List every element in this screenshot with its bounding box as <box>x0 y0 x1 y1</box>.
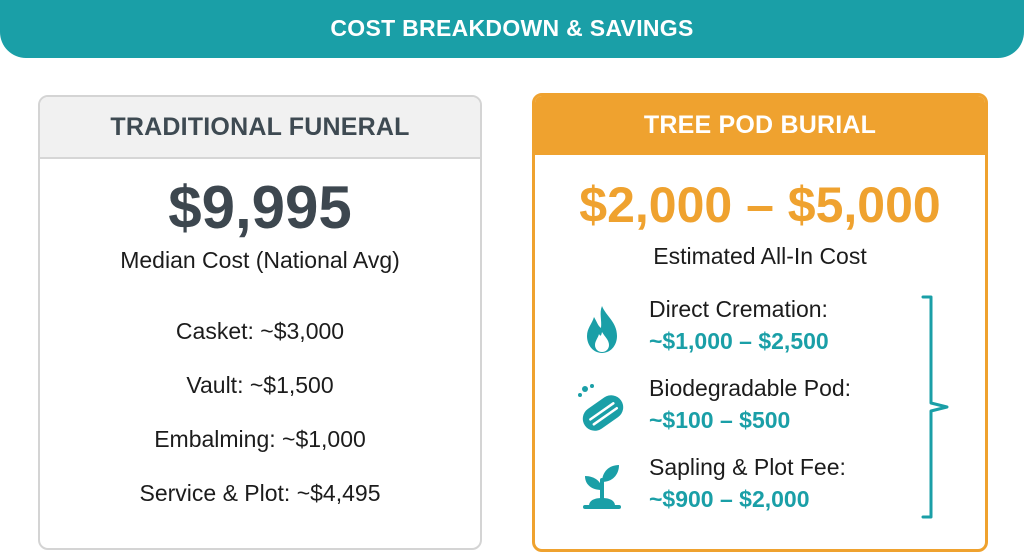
curly-bracket <box>921 295 949 519</box>
cost-item-biodegradable-pod: Biodegradable Pod: ~$100 – $500 <box>575 375 895 441</box>
sapling-icon <box>583 465 621 509</box>
cost-item-service-plot: Service & Plot: ~$4,495 <box>139 480 381 506</box>
cost-item-casket: Casket: ~$3,000 <box>175 318 345 344</box>
item-value: ~$1,000 – $2,500 <box>649 328 829 354</box>
item-value: ~$100 – $500 <box>649 407 791 433</box>
cost-item-embalming: Embalming: ~$1,000 <box>154 426 366 452</box>
cost-item-direct-cremation: Direct Cremation: ~$1,000 – $2,500 <box>575 296 895 362</box>
traditional-cost-list: Casket: ~$3,000 Vault: ~$1,500 Embalming… <box>40 317 480 533</box>
header-banner: COST BREAKDOWN & SAVINGS <box>0 0 1024 58</box>
cost-item-sapling-plot-fee: Sapling & Plot Fee: ~$900 – $2,000 <box>575 454 895 520</box>
tree-pod-caption: Estimated All-In Cost <box>653 243 867 269</box>
cost-item-vault: Vault: ~$1,500 <box>186 372 334 398</box>
pod-icon <box>578 384 624 431</box>
item-label: Sapling & Plot Fee: <box>649 454 846 480</box>
tree-pod-card-header: TREE POD BURIAL <box>535 96 985 155</box>
flame-icon <box>587 306 617 353</box>
traditional-card-title: TRADITIONAL FUNERAL <box>110 112 410 141</box>
tree-pod-burial-card: TREE POD BURIAL $2,000 – $5,000 Estimate… <box>532 93 988 552</box>
traditional-caption: Median Cost (National Avg) <box>120 247 400 273</box>
tree-pod-price: $2,000 – $5,000 <box>579 177 941 233</box>
item-label: Biodegradable Pod: <box>649 375 852 401</box>
traditional-funeral-card: TRADITIONAL FUNERAL $9,995 Median Cost (… <box>38 95 482 550</box>
tree-pod-card-title: TREE POD BURIAL <box>643 111 877 139</box>
item-value: ~$900 – $2,000 <box>649 486 810 512</box>
traditional-price: $9,995 <box>168 174 352 241</box>
traditional-card-header: TRADITIONAL FUNERAL <box>40 97 480 159</box>
banner-title: COST BREAKDOWN & SAVINGS <box>330 14 694 41</box>
item-label: Direct Cremation: <box>649 296 828 322</box>
